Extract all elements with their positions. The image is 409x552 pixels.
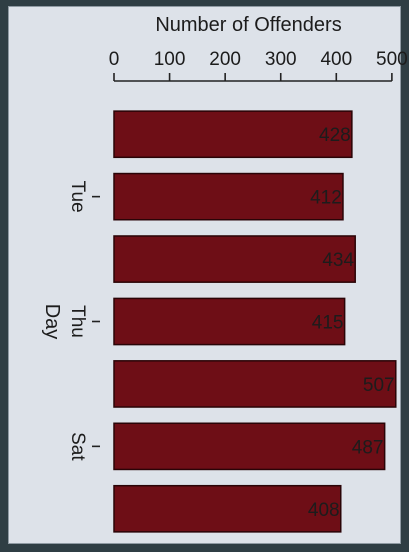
bar [113,235,356,283]
y-axis: 0 100 200 300 400 500 [109,49,408,82]
bar-value-label: 408 [308,500,340,521]
bar-value-label: 487 [352,437,384,458]
y-tick-label: 400 [320,49,352,70]
bar-chart: 0 100 200 300 400 500 Tue Thu Sat 428 412 434 415 5… [41,14,408,533]
chart-panel: 0 100 200 300 400 500 Tue Thu Sat 428 412 434 415 5… [8,6,408,544]
bar [113,484,342,533]
bar-value-label: 428 [319,125,351,146]
bar [113,172,344,221]
bar [113,297,346,346]
bar [113,422,386,471]
y-tick-label: 200 [209,49,241,70]
bar [113,110,353,159]
x-tick-label: Thu [67,305,88,338]
y-tick-label: 300 [265,49,297,70]
x-tick-label: Tue [67,181,88,213]
y-tick-label: 500 [376,49,408,70]
bar-value-label: 507 [363,375,395,396]
y-axis-title: Number of Offenders [155,14,341,36]
y-tick-label: 0 [109,49,120,70]
x-axis: Tue Thu Sat [67,181,100,461]
bar [113,360,397,408]
bar-value-label: 434 [322,250,354,271]
data-labels: 428 412 434 415 507 487 408 [308,125,395,521]
bar-value-label: 415 [312,313,344,334]
chart-stage: 0 100 200 300 400 500 Tue Thu Sat 428 412 434 415 5… [31,14,409,543]
x-tick-label: Sat [67,432,88,461]
bars [113,110,397,533]
bar-value-label: 412 [310,188,342,209]
y-tick-label: 100 [154,49,186,70]
x-axis-title: Day [41,304,63,340]
